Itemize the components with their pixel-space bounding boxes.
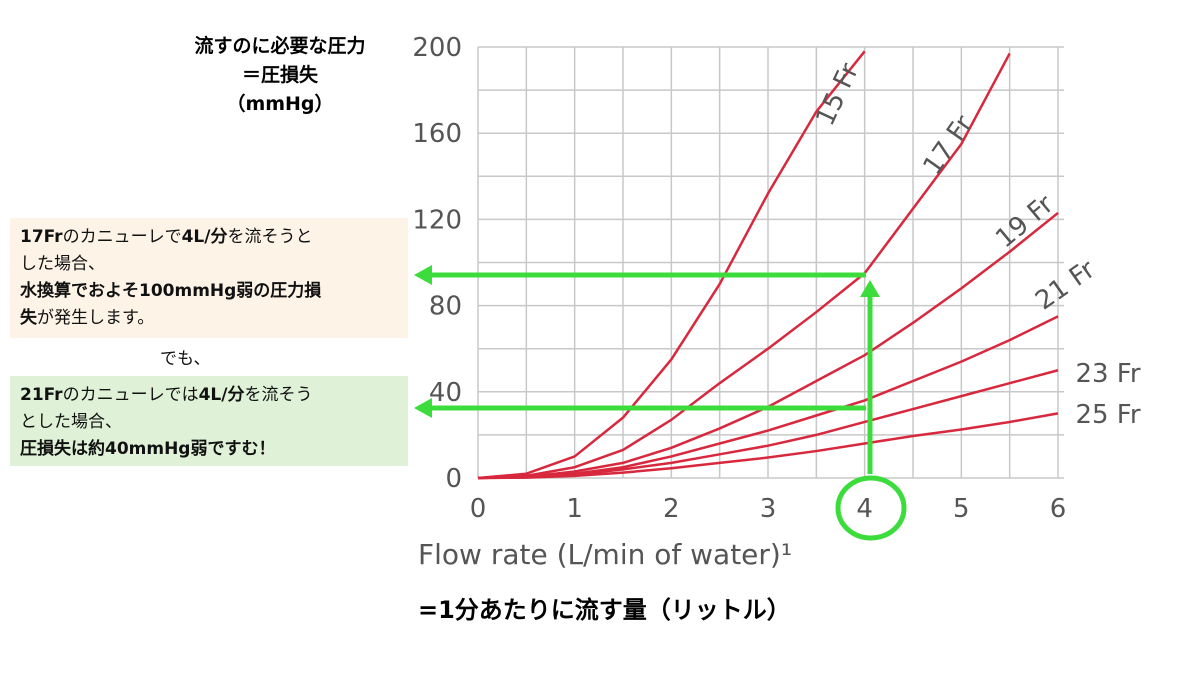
x-tick-label: 6 bbox=[1050, 494, 1067, 524]
annotation-segment: でも、 bbox=[160, 349, 211, 369]
annotation-segment: のカニューレで bbox=[62, 227, 182, 247]
annotation-segment: が発生します。 bbox=[37, 308, 155, 328]
x-tick-label: 5 bbox=[953, 494, 970, 524]
annotation-box: 17Frのカニューレで4L/分を流そうとした場合、水換算でおよそ100mmHg弱… bbox=[10, 218, 408, 338]
y-tick-label: 80 bbox=[429, 292, 462, 322]
y-axis-title: 流すのに必要な圧力 ＝圧損失 （mmHg） bbox=[150, 32, 410, 119]
series-label: 25 Fr bbox=[1075, 400, 1140, 430]
annotation-segment: 17Fr bbox=[20, 227, 63, 247]
arrows bbox=[414, 265, 907, 541]
annotation-line: 圧損失は約40mmHg弱ですむ！ bbox=[20, 436, 398, 463]
series-label: 19 Fr bbox=[990, 189, 1059, 254]
y-tick-label: 200 bbox=[412, 33, 462, 63]
annotation-line: でも、 bbox=[160, 346, 260, 373]
series-label: 17 Fr bbox=[917, 110, 979, 181]
annotation-segment: を流そうと bbox=[227, 227, 313, 247]
annotation-segment: 4L/分 bbox=[181, 227, 228, 247]
x-tick-label: 0 bbox=[470, 494, 487, 524]
annotation-line: 17Frのカニューレで4L/分を流そうと bbox=[20, 224, 398, 251]
annotation-line: した場合、 bbox=[20, 251, 398, 278]
annotation-segment: 圧損失は約40mmHg弱ですむ！ bbox=[20, 439, 276, 459]
annotation-segment: のカニューレでは bbox=[62, 385, 199, 405]
x-tick-label: 4 bbox=[856, 494, 873, 524]
annotation-line: 21Frのカニューレでは4L/分を流そう bbox=[20, 382, 398, 409]
annotation-line: とした場合、 bbox=[20, 409, 398, 436]
annotation-segment: 4L/分 bbox=[198, 385, 245, 405]
series-label: 15 Fr bbox=[810, 59, 865, 131]
y-tick-label: 160 bbox=[412, 119, 462, 149]
annotation-segment: とした場合、 bbox=[20, 412, 122, 432]
annotation-box: 21Frのカニューレでは4L/分を流そうとした場合、圧損失は約40mmHg弱です… bbox=[10, 376, 408, 466]
annotation-segment: 水換算でおよそ100mmHg弱の圧力損 bbox=[20, 281, 322, 301]
annotation-text: でも、 bbox=[150, 340, 270, 379]
x-axis-note: =1分あたりに流す量（リットル） bbox=[418, 596, 791, 624]
y-tick-label: 0 bbox=[445, 464, 462, 494]
y-axis-title-line: （mmHg） bbox=[226, 93, 334, 115]
y-tick-label: 40 bbox=[429, 378, 462, 408]
x-tick-label: 1 bbox=[566, 494, 583, 524]
series-label: 23 Fr bbox=[1075, 359, 1140, 389]
x-tick-label: 3 bbox=[760, 494, 777, 524]
x-tick-label: 2 bbox=[663, 494, 680, 524]
annotation-segment: 失 bbox=[20, 308, 37, 328]
y-tick-label: 120 bbox=[412, 205, 462, 235]
series-line bbox=[477, 52, 1011, 480]
annotation-line: 水換算でおよそ100mmHg弱の圧力損 bbox=[20, 278, 398, 305]
annotation-line: 失が発生します。 bbox=[20, 305, 398, 332]
series-label: 21 Fr bbox=[1030, 254, 1101, 316]
y-axis-title-line: 流すのに必要な圧力 bbox=[194, 35, 366, 57]
series-line bbox=[477, 412, 1059, 480]
annotation-segment: 21Fr bbox=[20, 385, 63, 405]
annotation-segment: を流そう bbox=[244, 385, 313, 405]
annotation-segment: した場合、 bbox=[20, 254, 105, 274]
series-line bbox=[477, 50, 866, 480]
y-axis-title-line: ＝圧損失 bbox=[241, 64, 318, 86]
x-axis-title: Flow rate (L/min of water)¹ bbox=[418, 538, 792, 571]
